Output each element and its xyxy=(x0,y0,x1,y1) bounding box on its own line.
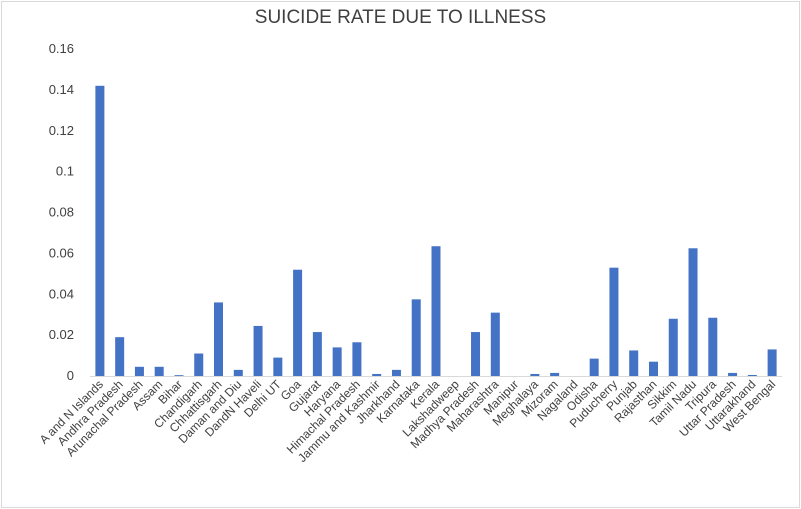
y-tick-label: 0.02 xyxy=(49,327,74,342)
bar xyxy=(589,358,599,376)
y-tick-label: 0.12 xyxy=(49,123,74,138)
bar xyxy=(767,349,777,376)
y-tick-label: 0 xyxy=(67,368,74,383)
bar xyxy=(668,318,678,376)
bar xyxy=(708,317,718,376)
bar xyxy=(95,85,105,376)
bar xyxy=(609,267,619,376)
bar xyxy=(431,246,441,376)
y-tick-label: 0.04 xyxy=(49,286,74,301)
bar xyxy=(471,332,481,376)
bar xyxy=(115,337,125,376)
y-axis-tick-labels: 0 0.02 0.04 0.06 0.08 0.1 0.12 0.14 0.16 xyxy=(49,41,74,383)
bar xyxy=(490,312,500,376)
y-tick-label: 0.14 xyxy=(49,82,74,97)
bar xyxy=(391,369,401,376)
bar xyxy=(352,342,362,376)
bar xyxy=(372,373,382,376)
y-tick-label: 0.1 xyxy=(56,164,74,179)
y-tick-label: 0.06 xyxy=(49,245,74,260)
bar xyxy=(273,357,283,376)
bar-series xyxy=(95,85,777,376)
chart-title: SUICIDE RATE DUE TO ILLNESS xyxy=(254,7,547,28)
y-tick-label: 0.16 xyxy=(49,41,74,56)
bar xyxy=(648,361,658,376)
bar xyxy=(174,375,184,376)
bar xyxy=(411,299,421,376)
bar xyxy=(747,374,757,376)
bar xyxy=(550,372,560,376)
bar xyxy=(253,325,263,376)
bar xyxy=(312,332,322,376)
bar xyxy=(332,347,342,376)
bar xyxy=(688,248,698,376)
bar xyxy=(629,350,639,376)
bar xyxy=(194,353,204,376)
bar xyxy=(233,369,243,376)
bar xyxy=(293,269,303,376)
y-tick-label: 0.08 xyxy=(49,205,74,220)
bar xyxy=(154,366,164,376)
bar xyxy=(134,366,144,376)
bar xyxy=(530,373,540,376)
bar xyxy=(214,302,224,376)
bar xyxy=(728,372,738,376)
